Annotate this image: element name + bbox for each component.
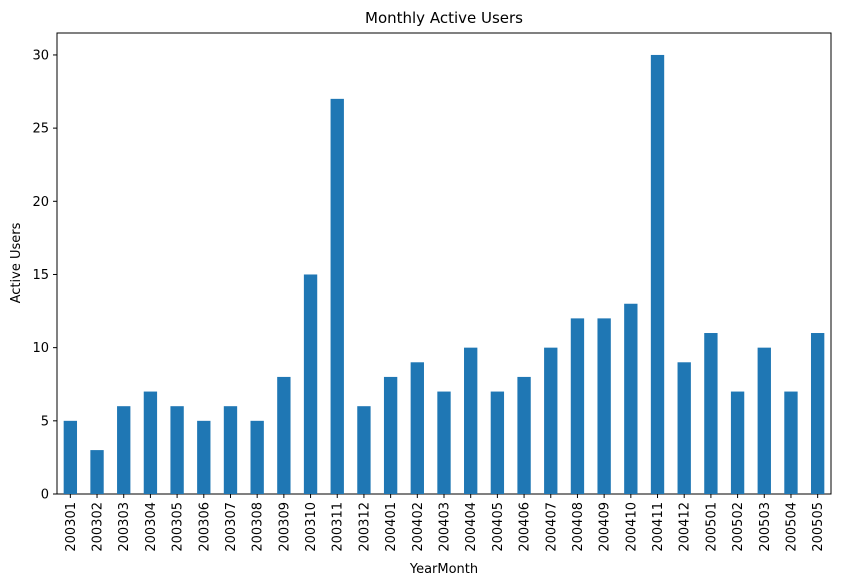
x-axis: 200301 200302 200303 200304 200305 200306 2003… — [64, 494, 826, 552]
y-axis-label: Active Users — [9, 222, 24, 303]
bar-200403 — [437, 391, 451, 494]
x-tick-label: 200401 — [384, 502, 399, 552]
bar-200504 — [784, 391, 798, 494]
x-tick-label: 200403 — [438, 502, 453, 552]
x-tick-label: 200411 — [651, 502, 666, 552]
x-tick-label: 200412 — [678, 502, 693, 552]
bar-200407 — [544, 347, 558, 494]
y-tick-label: 20 — [32, 195, 49, 210]
x-tick-label: 200408 — [571, 502, 586, 552]
bar-200402 — [410, 362, 424, 494]
x-tick-label: 200305 — [171, 502, 186, 552]
x-tick-label: 200410 — [624, 502, 639, 552]
bar-200406 — [517, 376, 531, 494]
y-tick-label: 5 — [41, 414, 49, 429]
bar-200410 — [624, 303, 638, 494]
bar-200308 — [250, 420, 264, 494]
bar-200408 — [570, 318, 585, 494]
x-tick-label: 200405 — [491, 502, 506, 552]
y-tick-label: 25 — [32, 122, 49, 137]
bar-200312 — [357, 406, 371, 494]
bar-200502 — [730, 391, 745, 494]
x-tick-label: 200503 — [758, 502, 773, 552]
bar-200306 — [197, 420, 211, 494]
x-tick-label: 200501 — [704, 502, 719, 552]
x-tick-label: 200310 — [304, 502, 319, 552]
bar-200303 — [117, 406, 131, 494]
x-tick-label: 200302 — [91, 502, 106, 552]
x-tick-label: 200308 — [251, 502, 266, 552]
bar-200501 — [704, 333, 718, 494]
x-tick-label: 200311 — [331, 502, 346, 552]
x-tick-label: 200406 — [518, 502, 533, 552]
bar-200412 — [677, 362, 691, 494]
x-tick-label: 200407 — [544, 502, 559, 552]
bar-200505 — [810, 333, 825, 494]
x-tick-label: 200307 — [224, 502, 239, 552]
y-tick-label: 15 — [32, 268, 49, 283]
bar-200304 — [143, 391, 158, 494]
x-tick-label: 200312 — [357, 502, 372, 552]
bar-200302 — [90, 450, 104, 494]
x-tick-label: 200304 — [144, 502, 159, 552]
bars — [63, 54, 825, 494]
bar-200307 — [223, 406, 238, 494]
y-tick-label: 30 — [32, 48, 49, 63]
x-tick-label: 200402 — [411, 502, 426, 552]
y-tick-label: 10 — [32, 341, 49, 356]
x-tick-label: 200504 — [784, 502, 799, 552]
bar-200409 — [597, 318, 611, 494]
bar-200411 — [650, 54, 665, 494]
bar-200305 — [170, 406, 184, 494]
x-tick-label: 200404 — [464, 502, 479, 552]
bar-200309 — [277, 376, 291, 494]
chart-title: Monthly Active Users — [365, 9, 523, 27]
x-tick-label: 200301 — [64, 502, 79, 552]
x-tick-label: 200502 — [731, 502, 746, 552]
bar-200301 — [63, 420, 78, 494]
y-tick-label: 0 — [41, 488, 49, 503]
x-tick-label: 200306 — [197, 502, 212, 552]
x-axis-label: YearMonth — [409, 562, 478, 577]
x-tick-label: 200505 — [811, 502, 826, 552]
bar-200404 — [464, 347, 478, 494]
bar-200311 — [330, 98, 344, 494]
bar-200310 — [303, 274, 318, 494]
x-tick-label: 200303 — [117, 502, 132, 552]
bar-200405 — [490, 391, 505, 494]
x-tick-label: 200309 — [277, 502, 292, 552]
x-tick-label: 200409 — [598, 502, 613, 552]
y-axis: 0 5 10 15 20 25 30 — [32, 48, 57, 503]
bar-200503 — [757, 347, 771, 494]
bar-200401 — [383, 376, 398, 494]
